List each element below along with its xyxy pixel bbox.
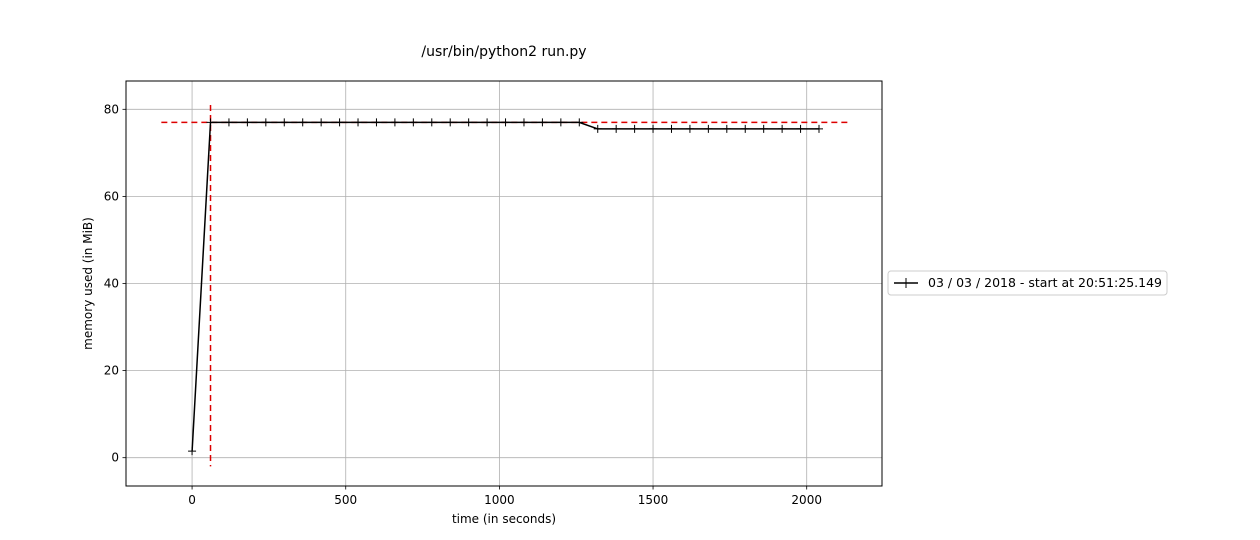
x-tick-label: 1500 xyxy=(638,493,669,507)
data-point xyxy=(722,124,731,133)
series-layer xyxy=(188,118,823,456)
data-point xyxy=(778,124,787,133)
y-tick-label: 0 xyxy=(111,451,119,465)
y-tick-label: 20 xyxy=(104,364,119,378)
data-point xyxy=(188,447,197,456)
y-axis-ticks: 0 20 40 60 80 xyxy=(104,102,126,465)
data-point xyxy=(409,118,418,127)
legend-marker-swatch xyxy=(901,278,911,288)
x-tick-label: 0 xyxy=(188,493,196,507)
legend: 03 / 03 / 2018 - start at 20:51:25.149 xyxy=(887,270,1168,296)
grid-lines xyxy=(126,81,882,486)
y-tick-label: 80 xyxy=(104,102,119,116)
y-tick-label: 60 xyxy=(104,189,119,203)
data-point xyxy=(335,118,344,127)
data-point xyxy=(815,124,823,133)
data-point xyxy=(649,124,658,133)
data-point xyxy=(224,118,233,127)
data-point xyxy=(372,118,381,127)
data-point xyxy=(519,118,528,127)
y-axis-label: memory used (in MiB) xyxy=(81,217,95,350)
data-point xyxy=(243,118,252,127)
legend-entry-label: 03 / 03 / 2018 - start at 20:51:25.149 xyxy=(928,275,1162,290)
y-tick-label: 40 xyxy=(104,277,119,291)
x-tick-label: 1000 xyxy=(484,493,515,507)
data-point xyxy=(685,124,694,133)
data-point xyxy=(280,118,289,127)
data-point xyxy=(317,118,326,127)
data-point xyxy=(667,124,676,133)
x-axis-label: time (in seconds) xyxy=(452,512,556,526)
data-point xyxy=(741,124,750,133)
data-point xyxy=(427,118,436,127)
x-tick-label: 2000 xyxy=(791,493,822,507)
data-point xyxy=(483,118,492,127)
data-point xyxy=(298,118,307,127)
data-point xyxy=(575,118,584,127)
data-point xyxy=(261,118,270,127)
data-point xyxy=(612,124,621,133)
x-tick-label: 500 xyxy=(334,493,357,507)
data-point xyxy=(501,118,510,127)
data-point xyxy=(796,124,805,133)
data-point xyxy=(206,118,215,127)
data-point xyxy=(630,124,639,133)
x-axis-ticks: 0 500 1000 1500 2000 xyxy=(188,486,822,507)
data-point xyxy=(759,124,768,133)
data-point xyxy=(593,124,602,133)
chart-title: /usr/bin/python2 run.py xyxy=(421,44,586,60)
data-point xyxy=(390,118,399,127)
data-point xyxy=(446,118,455,127)
data-point xyxy=(704,124,713,133)
data-point xyxy=(538,118,547,127)
data-point xyxy=(354,118,363,127)
legend-box xyxy=(887,270,1168,296)
data-point xyxy=(556,118,565,127)
data-point xyxy=(464,118,473,127)
